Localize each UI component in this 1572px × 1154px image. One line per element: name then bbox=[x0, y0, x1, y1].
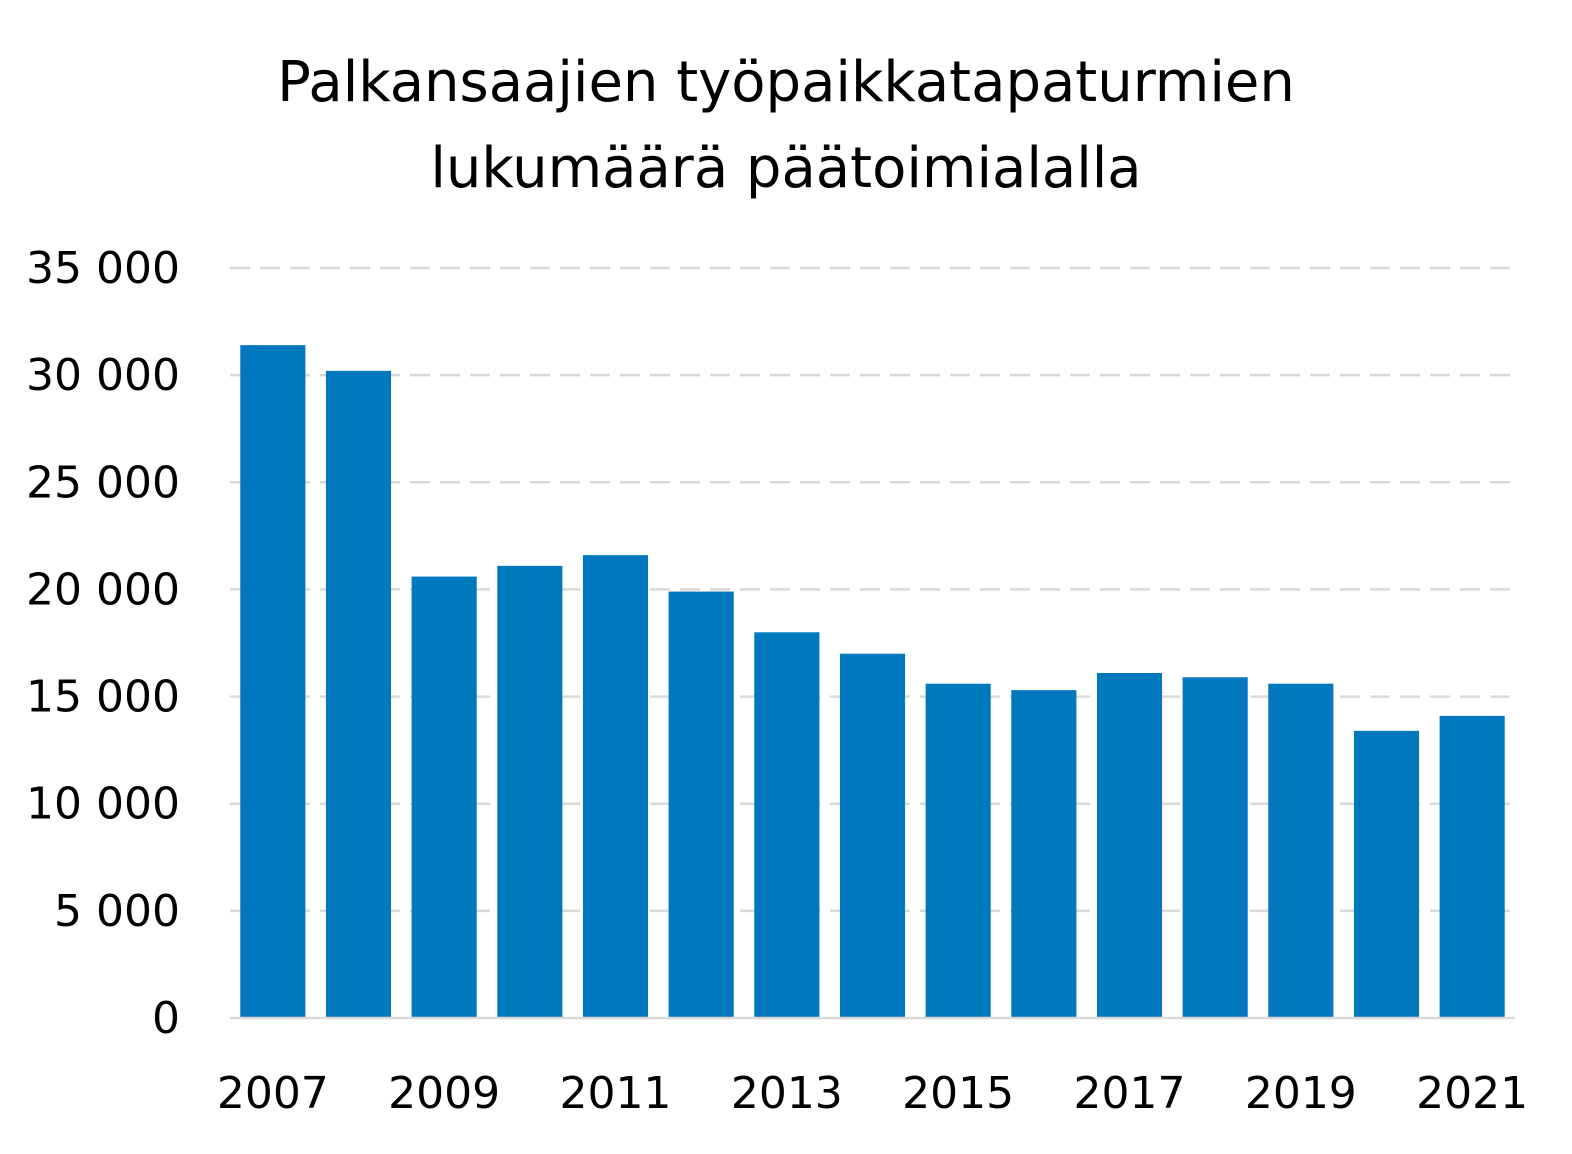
bar bbox=[582, 555, 649, 1018]
bar bbox=[411, 576, 477, 1018]
y-tick-label: 20 000 bbox=[26, 564, 180, 615]
bar bbox=[668, 591, 734, 1018]
bar bbox=[1011, 690, 1077, 1018]
bar bbox=[1439, 715, 1505, 1018]
y-tick-label: 0 bbox=[152, 993, 180, 1044]
x-tick-label: 2013 bbox=[731, 1068, 843, 1119]
y-tick-label: 15 000 bbox=[26, 672, 180, 723]
bar bbox=[1353, 730, 1420, 1018]
x-tick-label: 2021 bbox=[1416, 1068, 1528, 1119]
x-tick-label: 2011 bbox=[560, 1068, 672, 1119]
chart-title: Palkansaajien työpaikkatapaturmien lukum… bbox=[0, 40, 1572, 212]
x-tick-label: 2017 bbox=[1074, 1068, 1186, 1119]
x-tick-label: 2015 bbox=[902, 1068, 1014, 1119]
y-tick-label: 35 000 bbox=[26, 243, 180, 294]
x-tick-label: 2009 bbox=[388, 1068, 500, 1119]
bar bbox=[240, 345, 306, 1019]
bar bbox=[1096, 673, 1163, 1018]
y-tick-label: 10 000 bbox=[26, 779, 180, 830]
bar bbox=[925, 683, 991, 1018]
x-tick-label: 2007 bbox=[217, 1068, 329, 1119]
chart-title-line-2: lukumäärä päätoimialalla bbox=[430, 136, 1142, 201]
bar bbox=[1268, 683, 1334, 1018]
bar bbox=[325, 370, 392, 1018]
y-tick-label: 5 000 bbox=[54, 886, 180, 937]
y-tick-label: 30 000 bbox=[26, 350, 180, 401]
bar bbox=[754, 632, 820, 1018]
bar bbox=[839, 653, 906, 1018]
bar bbox=[497, 565, 563, 1018]
bar bbox=[1182, 677, 1248, 1018]
chart-title-line-1: Palkansaajien työpaikkatapaturmien bbox=[277, 50, 1295, 115]
x-tick-label: 2019 bbox=[1245, 1068, 1357, 1119]
y-tick-label: 25 000 bbox=[26, 457, 180, 508]
